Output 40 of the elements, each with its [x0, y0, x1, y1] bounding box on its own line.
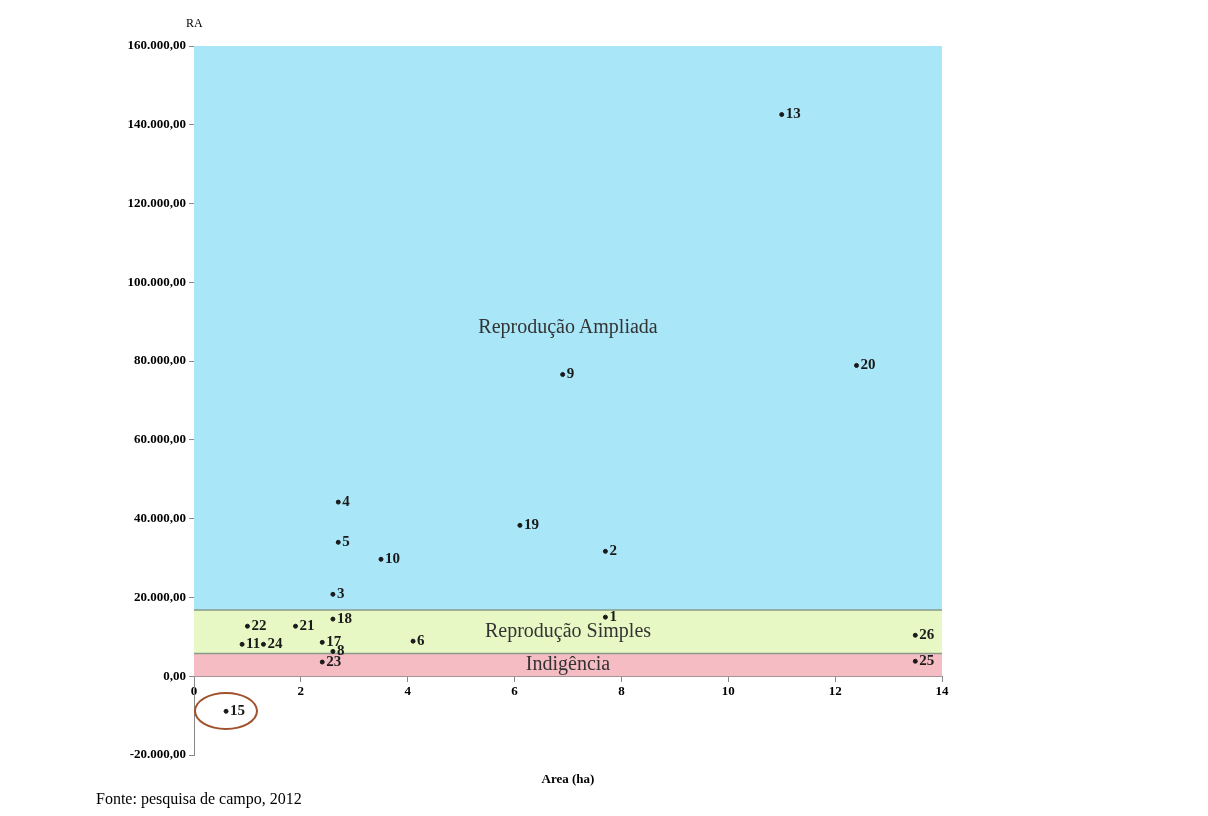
text: 22 — [251, 617, 267, 634]
text: 26 — [919, 626, 935, 643]
text: 13 — [785, 105, 801, 122]
y-tick-label: 40.000,00 — [134, 510, 186, 526]
text: 10 — [385, 550, 400, 567]
text: 19 — [523, 516, 539, 533]
text: 20 — [860, 356, 876, 373]
y-tick-label: 80.000,00 — [134, 352, 186, 368]
y-tick-label: -20.000,00 — [129, 746, 186, 762]
y-tick-label: 160.000,00 — [127, 37, 186, 53]
x-tick-label: 6 — [511, 683, 519, 699]
text: 24 — [267, 635, 283, 652]
band-label: Indigência — [525, 652, 611, 676]
text: 9 — [566, 365, 575, 382]
y-tick-label: 120.000,00 — [127, 194, 186, 210]
y-tick-label: 140.000,00 — [127, 116, 186, 132]
x-tick-label: 12 — [828, 683, 842, 699]
text: 11 — [246, 635, 261, 652]
x-axis-title: Area (ha) — [541, 771, 595, 787]
text: 5 — [342, 533, 350, 550]
y-tick-label: 20.000,00 — [134, 588, 186, 604]
text: 4 — [342, 493, 351, 509]
text: 18 — [336, 609, 352, 626]
y-tick-label: 60.000,00 — [134, 431, 186, 447]
text: 15 — [230, 702, 246, 719]
band-label: Reprodução Ampliada — [478, 315, 658, 339]
x-tick-label: 14 — [935, 683, 949, 699]
y-axis-title: RA — [186, 16, 203, 31]
text: 6 — [417, 632, 426, 649]
source-note: Fonte: pesquisa de campo, 2012 — [96, 790, 302, 808]
y-tick-label: 100.000,00 — [127, 273, 186, 289]
y-tick-label: 0,00 — [163, 667, 186, 683]
text: 3 — [336, 585, 345, 602]
text: 21 — [299, 617, 315, 634]
x-tick-label: 4 — [404, 683, 412, 699]
text: 25 — [919, 652, 935, 669]
x-tick-label: 10 — [721, 683, 735, 699]
x-tick-label: 2 — [297, 683, 305, 699]
x-tick-label: 8 — [618, 683, 626, 699]
text: 2 — [609, 542, 617, 559]
